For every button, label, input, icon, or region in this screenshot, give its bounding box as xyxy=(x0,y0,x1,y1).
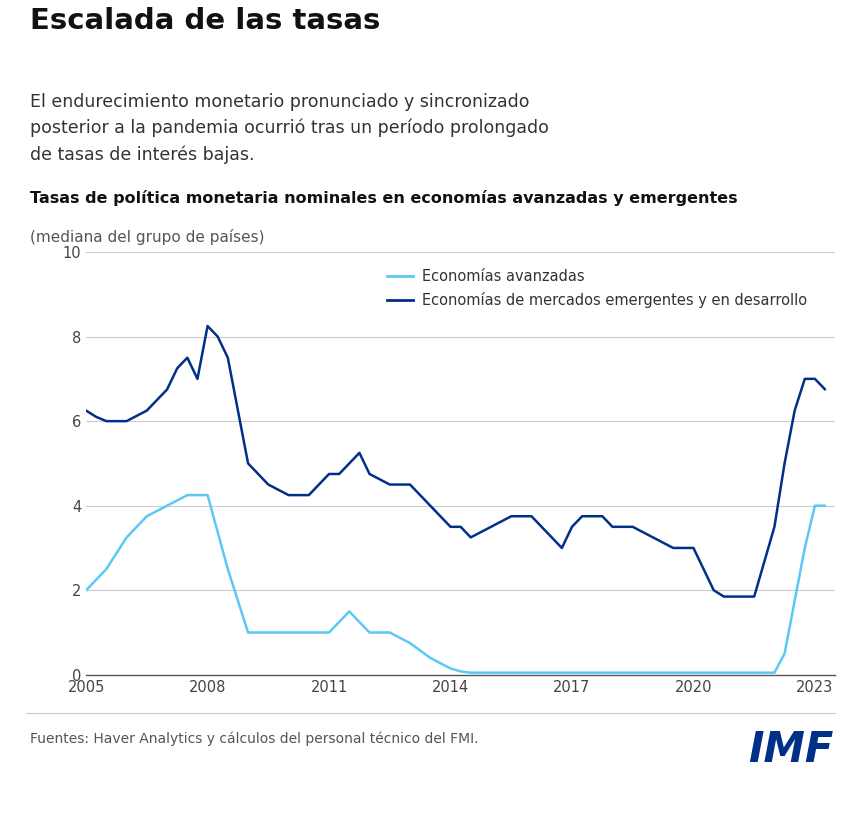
Text: Escalada de las tasas: Escalada de las tasas xyxy=(30,7,381,35)
Text: Fuentes: Haver Analytics y cálculos del personal técnico del FMI.: Fuentes: Haver Analytics y cálculos del … xyxy=(30,731,479,746)
Text: Tasas de política monetaria nominales en economías avanzadas y emergentes: Tasas de política monetaria nominales en… xyxy=(30,190,738,207)
Text: El endurecimiento monetario pronunciado y sincronizado
posterior a la pandemia o: El endurecimiento monetario pronunciado … xyxy=(30,93,549,163)
Legend: Economías avanzadas, Economías de mercados emergentes y en desarrollo: Economías avanzadas, Economías de mercad… xyxy=(381,263,813,314)
Text: IMF: IMF xyxy=(748,729,833,772)
Text: (mediana del grupo de países): (mediana del grupo de países) xyxy=(30,229,264,246)
